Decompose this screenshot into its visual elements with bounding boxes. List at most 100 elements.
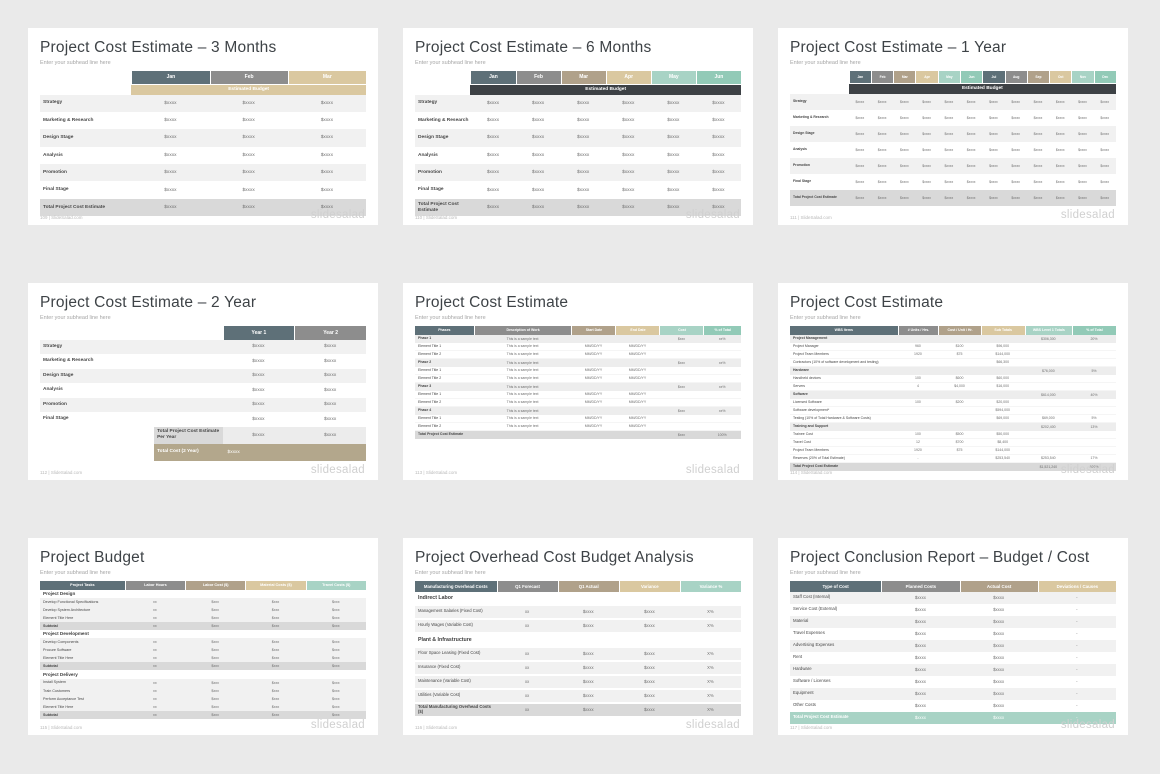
cell-value: $xxxx bbox=[320, 100, 333, 106]
table-row: Project Team Members 1920 $75 $144,000 bbox=[790, 447, 1116, 455]
table-row: Final Stage $xxxx $xxxx $xxxx bbox=[40, 181, 366, 198]
slide-card[interactable]: Project Cost Estimate – 3 Months Enter yo… bbox=[28, 28, 378, 225]
cell-value: $xxxx bbox=[900, 179, 909, 184]
slide-card[interactable]: Project Cost Estimate Enter your subhead … bbox=[403, 283, 753, 480]
cell-value: $xxx bbox=[677, 384, 686, 389]
cell-value bbox=[703, 343, 740, 350]
table-row: Contractors (10% of software development… bbox=[790, 359, 1116, 367]
row-label: Project Management bbox=[793, 336, 828, 341]
cell-value: $xxxx bbox=[622, 135, 635, 141]
table-header-cell: Mar bbox=[893, 70, 916, 83]
table-header-cell: Q1 Actual bbox=[557, 580, 619, 592]
table-row: Phase 2 This is a sample text $xxx xx% bbox=[415, 358, 741, 367]
slide-subhead: Enter your subhead line here bbox=[40, 569, 111, 576]
cell-value: xx bbox=[153, 623, 157, 628]
cell-value: $xxxx bbox=[320, 135, 333, 141]
cell-value: This is a sample text bbox=[506, 376, 539, 380]
cell-value: $xxx bbox=[271, 640, 280, 645]
row-label: Total Project Cost Estimate bbox=[793, 464, 839, 469]
cell-value: $xxxx bbox=[1100, 147, 1110, 152]
cell-value: MM/DD/YY bbox=[628, 424, 647, 428]
cell-value: $xxxx bbox=[222, 426, 295, 444]
cell-value: $xxx bbox=[271, 704, 280, 709]
slide-title: Project Cost Estimate bbox=[790, 294, 944, 311]
row-label: Software / Licenses bbox=[793, 678, 831, 684]
row-label: Project Design bbox=[43, 590, 76, 596]
row-label: Element Title Here bbox=[43, 704, 74, 709]
table-row: Promotion $xxxx $xxxx $xxxx $xxxx $xxxx $xxxx bbox=[415, 164, 741, 182]
table-row: Element Title 2 This is a sample text MM/D… bbox=[415, 399, 741, 407]
slide-footer: 112 | SlideSalad.com bbox=[40, 470, 83, 475]
row-label: Procure Software bbox=[43, 648, 72, 653]
slide-title: Project Cost Estimate bbox=[415, 294, 569, 311]
cell-value: $xxxx bbox=[323, 416, 337, 422]
row-label: Indirect Labor bbox=[418, 594, 454, 601]
table-header-cell: Jun bbox=[960, 70, 983, 83]
cell-value: $xxxx bbox=[164, 118, 177, 124]
cell-value: $xxxx bbox=[914, 631, 926, 636]
row-label: Element Title 1 bbox=[418, 343, 442, 348]
cell-value: $xxxx bbox=[164, 187, 177, 193]
row-label: Floor Space Leasing (Fixed Cost) bbox=[418, 650, 481, 656]
table-row: Element Title Here xx $xxx $xxx $xxx bbox=[40, 654, 366, 663]
cell-value: $xxxx bbox=[486, 118, 500, 124]
cell-value: $xxxx bbox=[989, 163, 998, 168]
cell-value: $xxxx bbox=[582, 609, 594, 615]
table-row: Element Title Here xx $xxx $xxx $xxx bbox=[40, 613, 366, 622]
cell-value: $xxxx bbox=[643, 707, 655, 713]
table-row: Element Title 1 This is a sample text MM/D… bbox=[415, 415, 741, 423]
cell-value: $xxx bbox=[211, 615, 219, 620]
cell-value: $xxx bbox=[271, 607, 280, 612]
cell-value: $xxx bbox=[211, 712, 219, 717]
slide-card[interactable]: Project Conclusion Report – Budget / Cos… bbox=[778, 538, 1128, 735]
cell-value: MM/DD/YY bbox=[628, 392, 647, 396]
table-row: Final Stage $xxxx $xxxx bbox=[40, 412, 366, 427]
row-label: Element Title 1 bbox=[418, 415, 442, 420]
cell-value: $xxxx bbox=[1078, 131, 1087, 136]
cell-value bbox=[125, 670, 185, 678]
cell-value: $xxxx bbox=[944, 147, 954, 152]
cell-value: $69,000 bbox=[1042, 416, 1055, 420]
cell-value bbox=[938, 415, 980, 422]
table-row: Total Project Cost Estimate $xxxx $xxxx $xx… bbox=[790, 189, 1116, 206]
row-label: Hourly Wages (Variable Cost) bbox=[418, 622, 473, 628]
row-label: Train Customers bbox=[43, 688, 71, 693]
cell-value bbox=[474, 431, 572, 439]
table-header-cell: Variance % bbox=[679, 580, 741, 592]
cell-value bbox=[1025, 375, 1072, 382]
slide-subhead: Enter your subhead line here bbox=[40, 314, 111, 321]
slide-card[interactable]: Project Cost Estimate – 1 Year Enter your… bbox=[778, 28, 1128, 225]
cell-value: xx% bbox=[718, 384, 726, 389]
table-row: Total Manufacturing Overhead Costs ($) xx… bbox=[415, 703, 741, 716]
cell-value: MM/DD/YY bbox=[584, 376, 603, 380]
table-row: Handheld devices 100 $600 $60,000 bbox=[790, 375, 1116, 383]
cell-value: $xxxx bbox=[900, 163, 909, 168]
cell-value: MM/DD/YY bbox=[584, 352, 603, 356]
row-label: Other Costs bbox=[793, 702, 816, 708]
row-label: Final Stage bbox=[43, 187, 69, 193]
slide-card[interactable]: Project Budget Enter your subhead line he… bbox=[28, 538, 378, 735]
table-row: Promotion $xxxx $xxxx bbox=[40, 397, 366, 412]
slide-card[interactable]: Project Cost Estimate – 2 Year Enter your… bbox=[28, 283, 378, 480]
cell-value: $xxxx bbox=[993, 595, 1005, 600]
row-label: Handheld devices bbox=[793, 375, 821, 380]
cell-value: - bbox=[1076, 631, 1078, 636]
row-label: Strategy bbox=[43, 343, 63, 349]
table-row: Train Customers xx $xxx $xxx $xxx bbox=[40, 686, 366, 695]
cell-value: $xxxx bbox=[577, 100, 590, 106]
cell-value: - bbox=[1076, 703, 1078, 708]
slide-card[interactable]: Project Cost Estimate Enter your subhead … bbox=[778, 283, 1128, 480]
cell-value: $253,540 bbox=[995, 456, 1010, 460]
slide-card[interactable]: Project Overhead Cost Budget Analysis Ent… bbox=[403, 538, 753, 735]
cell-value: $xxxx bbox=[855, 179, 865, 184]
cell-value: $xxxx bbox=[966, 179, 976, 184]
slide-card[interactable]: Project Cost Estimate – 6 Months Enter yo… bbox=[403, 28, 753, 225]
cell-value: $xxxx bbox=[294, 426, 366, 444]
cell-value: This is a sample text bbox=[506, 384, 539, 389]
cell-value bbox=[1025, 431, 1072, 438]
cell-value: $594,000 bbox=[995, 408, 1010, 412]
cell-value: $xxx bbox=[271, 712, 280, 717]
table-row: Project Delivery bbox=[40, 670, 366, 679]
cell-value bbox=[898, 335, 939, 343]
cell-value: $xxxx bbox=[242, 170, 255, 176]
